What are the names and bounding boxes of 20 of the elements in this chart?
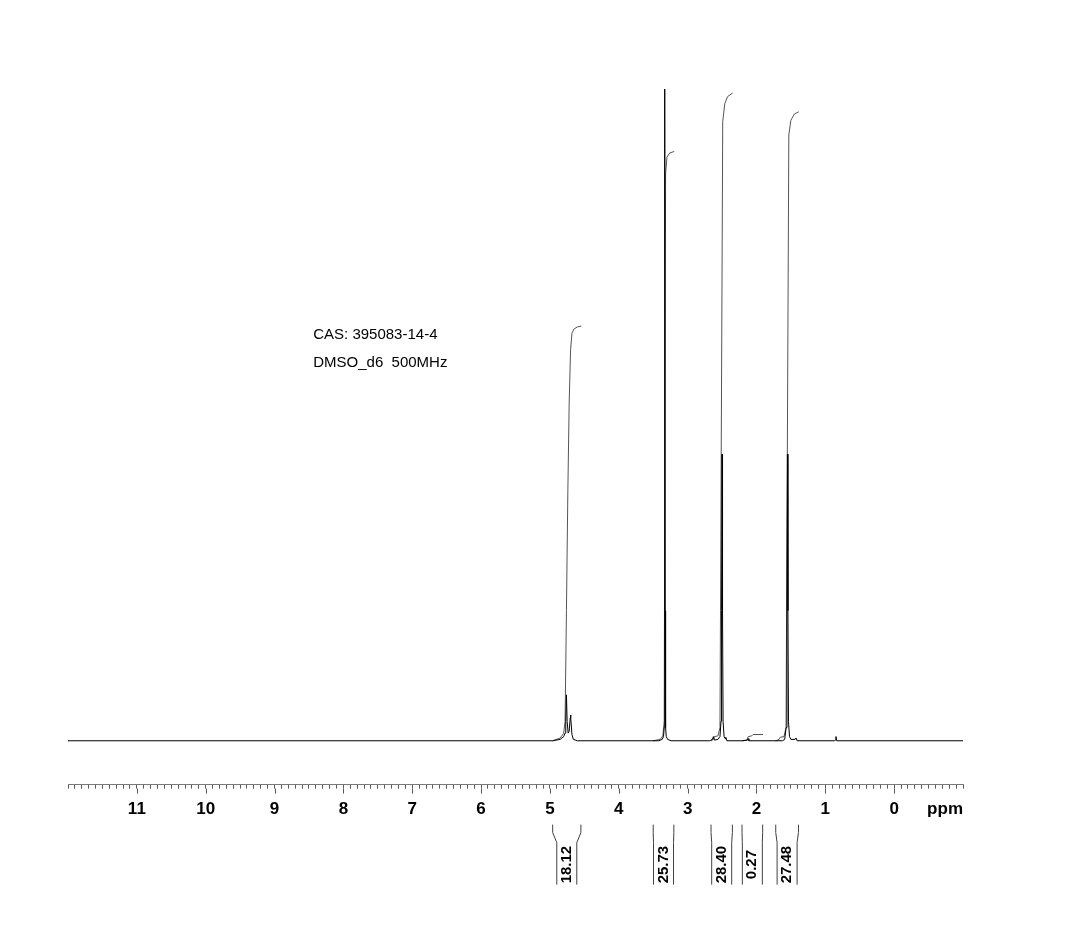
x-tick-label: 1: [820, 799, 831, 819]
text: 27.48: [777, 845, 795, 884]
x-tick-label: 10: [196, 799, 216, 819]
x-tick-label: 5: [545, 799, 555, 819]
x-tick-label: 4: [614, 799, 625, 819]
annotation: CAS: 395083-14-4: [313, 324, 438, 342]
annotation: DMSO_d6 500MHz: [313, 352, 448, 370]
x-tick-label: 0: [889, 799, 899, 819]
text: 18.12: [556, 845, 574, 884]
x-axis-title: ppm: [927, 799, 963, 819]
text: 0.27: [742, 850, 760, 880]
text: 28.40: [711, 845, 729, 884]
x-tick-label: 2: [751, 799, 762, 819]
x-tick-label: 7: [407, 799, 417, 819]
x-tick-label: 8: [338, 799, 349, 819]
x-tick-label: 6: [476, 799, 486, 819]
x-tick-label: 11: [127, 799, 146, 819]
text: 25.73: [653, 845, 671, 884]
x-tick-label: 9: [269, 799, 280, 819]
x-tick-label: 3: [682, 799, 693, 819]
